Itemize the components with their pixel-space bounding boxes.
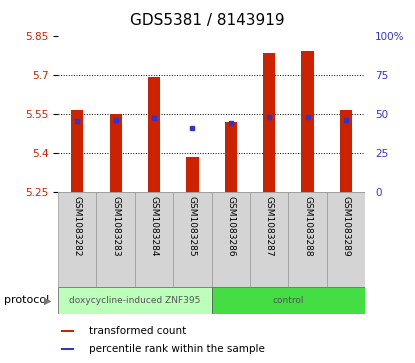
Text: GSM1083282: GSM1083282: [73, 196, 82, 257]
Text: protocol: protocol: [4, 295, 49, 305]
Text: ▶: ▶: [44, 295, 51, 305]
Bar: [61, 348, 74, 351]
Bar: [301, 50, 314, 192]
Bar: [71, 110, 83, 192]
Text: GSM1083285: GSM1083285: [188, 196, 197, 257]
Text: GSM1083287: GSM1083287: [265, 196, 274, 257]
Bar: [58, 287, 212, 314]
Bar: [96, 192, 135, 287]
Bar: [225, 122, 237, 192]
Text: percentile rank within the sample: percentile rank within the sample: [89, 344, 265, 354]
Text: GDS5381 / 8143919: GDS5381 / 8143919: [130, 13, 285, 28]
Text: GSM1083288: GSM1083288: [303, 196, 312, 257]
Text: GSM1083289: GSM1083289: [342, 196, 351, 257]
Bar: [110, 114, 122, 192]
Bar: [327, 192, 365, 287]
Bar: [288, 192, 327, 287]
Bar: [212, 287, 365, 314]
Bar: [212, 192, 250, 287]
Text: doxycycline-induced ZNF395: doxycycline-induced ZNF395: [69, 296, 200, 305]
Bar: [173, 192, 212, 287]
Text: GSM1083286: GSM1083286: [226, 196, 235, 257]
Bar: [263, 53, 276, 192]
Bar: [61, 330, 74, 333]
Text: control: control: [273, 296, 304, 305]
Text: transformed count: transformed count: [89, 326, 186, 336]
Bar: [148, 77, 160, 192]
Bar: [250, 192, 288, 287]
Text: GSM1083283: GSM1083283: [111, 196, 120, 257]
Bar: [135, 192, 173, 287]
Bar: [340, 110, 352, 192]
Text: GSM1083284: GSM1083284: [149, 196, 159, 257]
Bar: [58, 192, 96, 287]
Bar: [186, 157, 199, 192]
